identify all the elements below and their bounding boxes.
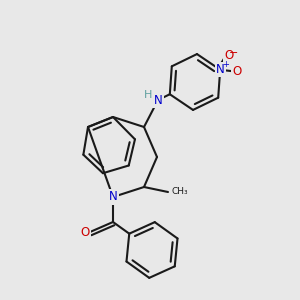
Text: N: N (154, 94, 162, 106)
Text: O: O (224, 49, 233, 62)
Text: CH₃: CH₃ (171, 187, 188, 196)
Text: N: N (109, 190, 117, 203)
Text: +: + (222, 60, 229, 69)
Text: −: − (229, 47, 239, 58)
Text: O: O (232, 65, 241, 78)
Text: O: O (80, 226, 90, 238)
Text: N: N (216, 63, 225, 76)
Text: H: H (144, 90, 152, 100)
